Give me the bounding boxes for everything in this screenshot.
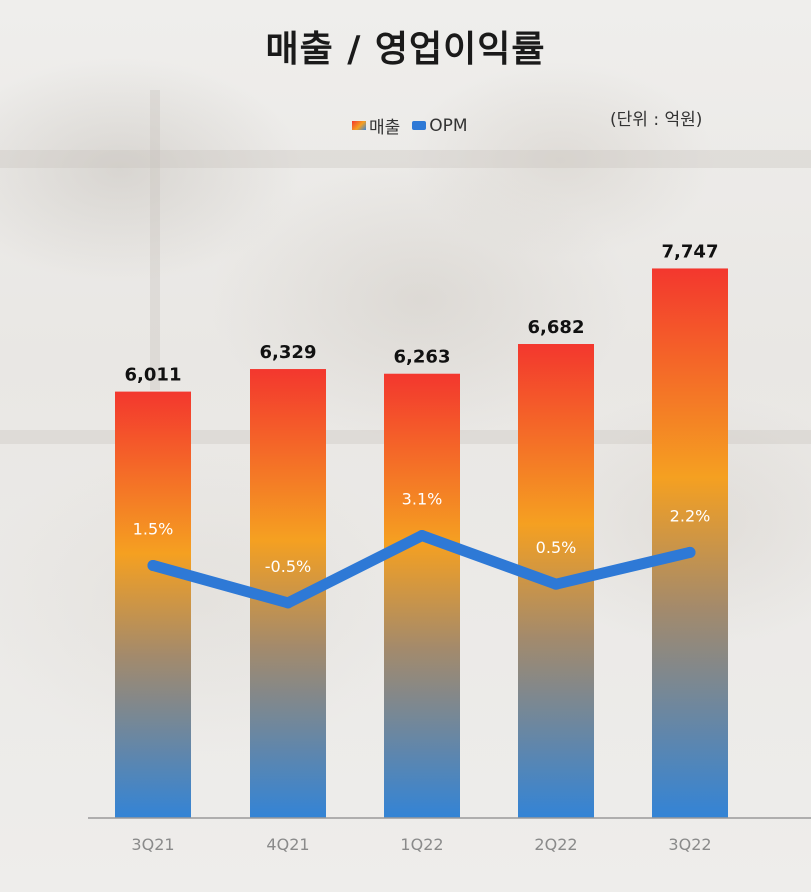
background-rail (0, 150, 811, 168)
legend-item-opm: OPM (412, 115, 468, 136)
legend-swatch-sales (352, 121, 366, 130)
x-tick-label-3Q22: 3Q22 (668, 835, 711, 854)
opm-line-layer (147, 530, 696, 609)
bars-layer (115, 268, 728, 818)
unit-label: (단위 : 억원) (610, 110, 703, 130)
bar-sales-1Q22 (384, 373, 460, 818)
legend-label-opm: OPM (429, 115, 468, 136)
bar-value-label-2Q22: 6,682 (528, 317, 585, 338)
opm-point-3Q22 (684, 546, 696, 558)
legend-label-sales: 매출 (369, 118, 401, 138)
opm-value-label-3Q22: 2.2% (670, 506, 711, 525)
bar-sales-3Q21 (115, 391, 191, 818)
background-post (150, 90, 160, 390)
labels-layer: 6,011 3Q21 6,329 4Q21 6,263 1Q22 6,682 2Q22 7,74… (125, 241, 719, 854)
x-tick-label-1Q22: 1Q22 (400, 835, 443, 854)
opm-point-2Q22 (550, 578, 562, 590)
opm-point-4Q21 (282, 597, 294, 609)
legend: 매출 OPM (352, 113, 480, 138)
bar-sales-3Q22 (652, 268, 728, 818)
x-tick-label-4Q21: 4Q21 (266, 835, 309, 854)
opm-value-label-2Q22: 0.5% (536, 538, 577, 557)
opm-point-3Q21 (147, 559, 159, 571)
opm-value-label-4Q21: -0.5% (265, 557, 311, 576)
chart-title: 매출 / 영업이익률 (265, 29, 546, 70)
legend-item-sales: 매출 (352, 113, 400, 138)
bar-value-label-3Q22: 7,747 (662, 241, 719, 262)
legend-swatch-opm (412, 121, 427, 130)
bar-value-label-4Q21: 6,329 (260, 342, 317, 363)
bar-value-label-3Q21: 6,011 (125, 365, 182, 386)
x-tick-label-2Q22: 2Q22 (534, 835, 577, 854)
x-tick-label-3Q21: 3Q21 (131, 835, 174, 854)
opm-value-label-1Q22: 3.1% (402, 490, 443, 509)
opm-value-label-3Q21: 1.5% (133, 519, 174, 538)
bar-value-label-1Q22: 6,263 (394, 347, 451, 368)
opm-point-1Q22 (416, 530, 428, 542)
